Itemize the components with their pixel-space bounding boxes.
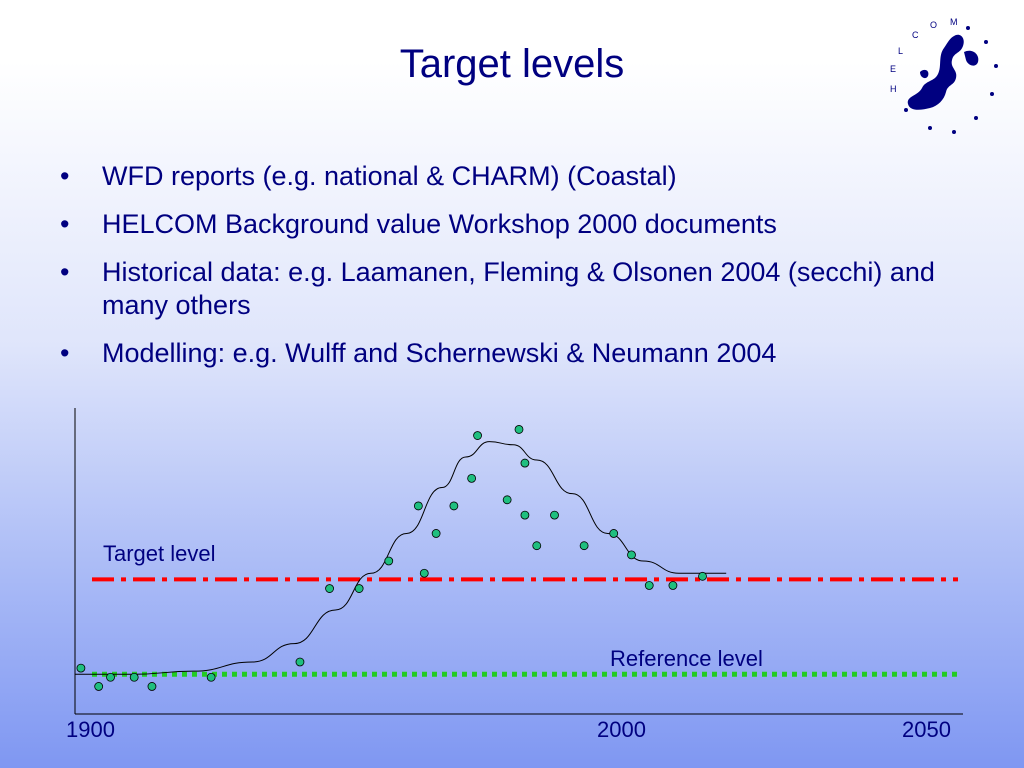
bullet-glyph: • bbox=[60, 338, 70, 368]
bullet-text: WFD reports (e.g. national & CHARM) (Coa… bbox=[102, 161, 677, 191]
observation-point bbox=[627, 550, 636, 560]
x-tick-label-1900: 1900 bbox=[66, 717, 115, 742]
observation-point bbox=[550, 510, 559, 520]
observation-point bbox=[94, 682, 104, 691]
observation-point bbox=[325, 584, 334, 593]
bullet-item: • Historical data: e.g. Laamanen, Fleming… bbox=[60, 256, 990, 322]
observation-point bbox=[384, 556, 394, 566]
helcom-logo: H E L C O M bbox=[890, 17, 998, 134]
observation-points bbox=[76, 425, 707, 691]
x-tick-label-2050: 2050 bbox=[902, 717, 951, 742]
svg-text:O: O bbox=[930, 20, 937, 30]
observation-point bbox=[668, 581, 678, 590]
target-levels-chart: Target level Reference level 1900 2000 2… bbox=[66, 408, 963, 742]
bullet-text: Modelling: e.g. Wulff and Schernewski & … bbox=[102, 338, 777, 368]
observation-point bbox=[520, 458, 530, 468]
observation-point bbox=[467, 473, 477, 483]
observation-point bbox=[514, 425, 524, 434]
observation-point bbox=[354, 584, 364, 593]
bullet-item: • Modelling: e.g. Wulff and Schernewski &… bbox=[60, 337, 990, 370]
trend-curve bbox=[75, 441, 727, 675]
bullet-item: • HELCOM Background value Workshop 2000 d… bbox=[60, 208, 990, 241]
observation-point bbox=[106, 672, 115, 682]
svg-text:H: H bbox=[890, 84, 897, 94]
reference-level-label: Reference level bbox=[610, 646, 763, 671]
observation-point bbox=[502, 495, 512, 505]
observation-point bbox=[532, 541, 542, 551]
observation-point bbox=[206, 672, 216, 682]
bullet-glyph: • bbox=[60, 209, 70, 239]
observation-point bbox=[473, 431, 482, 440]
bullet-item: • WFD reports (e.g. national & CHARM) (Co… bbox=[60, 160, 990, 193]
x-tick-label-2000: 2000 bbox=[597, 717, 646, 742]
observation-point bbox=[644, 581, 654, 590]
observation-point bbox=[413, 501, 423, 511]
observation-point bbox=[579, 541, 589, 551]
svg-text:C: C bbox=[912, 30, 919, 40]
observation-point bbox=[147, 682, 157, 691]
bullet-glyph: • bbox=[60, 257, 70, 287]
helcom-logo-letters: H E L C O M bbox=[890, 17, 958, 94]
svg-text:E: E bbox=[890, 64, 896, 74]
svg-text:L: L bbox=[898, 46, 903, 56]
bullet-text: HELCOM Background value Workshop 2000 do… bbox=[102, 209, 777, 239]
observation-point bbox=[129, 672, 139, 682]
observation-point bbox=[609, 529, 619, 538]
logo-stars bbox=[904, 26, 998, 134]
observation-point bbox=[419, 568, 429, 578]
bullet-list: • WFD reports (e.g. national & CHARM) (Co… bbox=[60, 160, 990, 385]
svg-text:M: M bbox=[950, 17, 958, 27]
observation-point bbox=[431, 529, 441, 538]
observation-point bbox=[449, 501, 459, 511]
bullet-glyph: • bbox=[60, 161, 70, 191]
slide-title: Target levels bbox=[399, 42, 625, 86]
bullet-text: Historical data: e.g. Laamanen, Fleming … bbox=[102, 257, 935, 320]
observation-point bbox=[520, 510, 530, 520]
target-level-label: Target level bbox=[103, 541, 216, 566]
baltic-sea-shape bbox=[907, 34, 979, 110]
observation-point bbox=[698, 571, 707, 581]
observation-point bbox=[295, 657, 305, 667]
observation-point bbox=[76, 663, 86, 673]
